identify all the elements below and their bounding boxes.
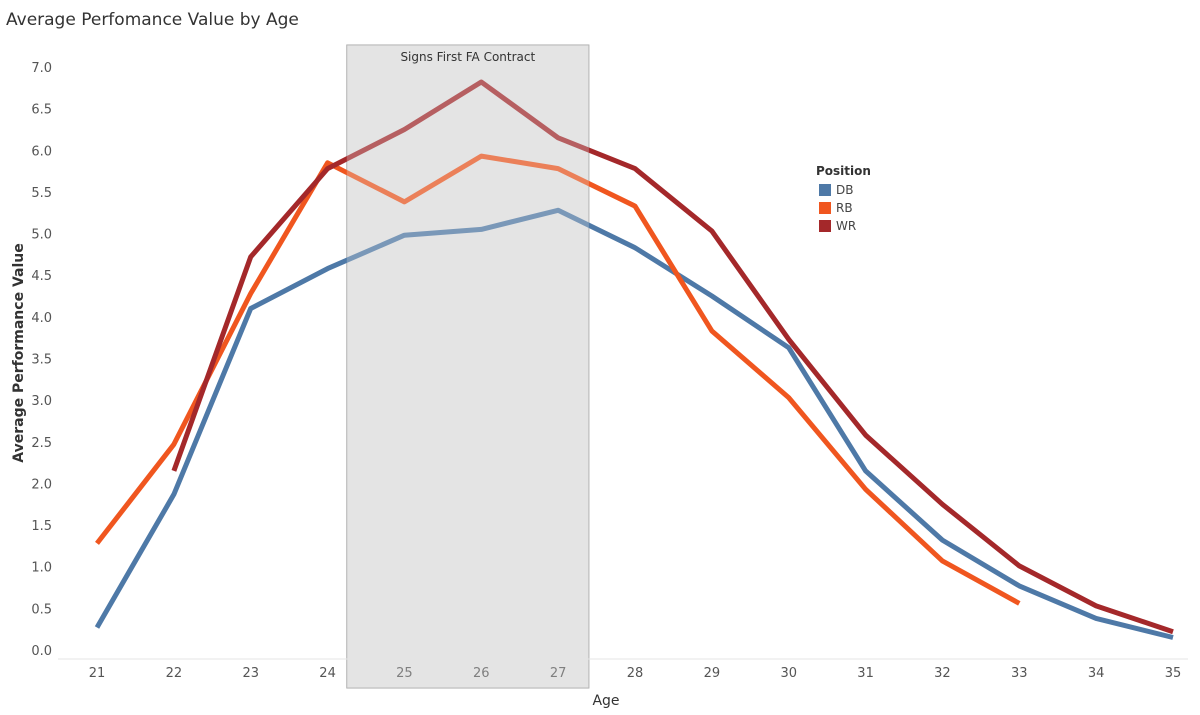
fa-contract-label: Signs First FA Contract	[400, 50, 535, 64]
legend-swatch-rb	[819, 202, 831, 214]
y-axis-title: Average Performance Value	[11, 243, 27, 462]
x-tick-label: 27	[550, 666, 567, 681]
y-tick-label: 6.0	[31, 144, 52, 159]
series-lines	[94, 45, 1174, 688]
legend-label-db: DB	[836, 183, 853, 197]
chart-title: Average Perfomance Value by Age	[6, 10, 299, 30]
y-tick-label: 1.0	[31, 561, 52, 576]
y-tick-label: 3.0	[31, 394, 52, 409]
fa-contract-band-overlay	[346, 45, 589, 688]
y-tick-label: 4.5	[31, 269, 52, 284]
x-tick-label: 25	[396, 666, 413, 681]
y-tick-label: 5.5	[31, 186, 52, 201]
y-tick-label: 4.0	[31, 311, 52, 326]
y-tick-label: 1.5	[31, 519, 52, 534]
x-tick-label: 35	[1165, 666, 1182, 681]
y-tick-label: 0.5	[31, 602, 52, 617]
y-tick-label: 6.5	[31, 103, 52, 118]
series-line-rb	[95, 153, 1021, 606]
x-tick-label: 29	[704, 666, 721, 681]
y-axis: 0.0 0.5 1.0 1.5 2.0 2.5 3.0 3.5 4.0 4.5 5.0 5.5 6.0 6…	[31, 61, 52, 659]
x-tick-label: 21	[89, 666, 106, 681]
x-axis-title: Age	[592, 693, 619, 709]
x-tick-label: 31	[857, 666, 874, 681]
x-tick-label: 34	[1088, 666, 1105, 681]
x-tick-label: 33	[1011, 666, 1028, 681]
fa-contract-band	[346, 44, 590, 689]
x-axis: 21 22 23 24 25 26 27 28 29 30 31 32 33 34 35	[58, 658, 1188, 681]
legend-label-rb: RB	[836, 201, 853, 215]
x-tick-label: 24	[319, 666, 336, 681]
y-tick-label: 2.0	[31, 477, 52, 492]
y-tick-label: 7.0	[31, 61, 52, 76]
legend: Position DB RB WR	[816, 164, 871, 233]
series-line-db	[94, 207, 1174, 640]
x-tick-label: 23	[242, 666, 259, 681]
x-tick-label: 30	[780, 666, 797, 681]
legend-label-wr: WR	[836, 219, 856, 233]
x-tick-label: 26	[473, 666, 490, 681]
y-tick-label: 5.0	[31, 228, 52, 243]
legend-swatch-db	[819, 184, 831, 196]
y-tick-label: 2.5	[31, 436, 52, 451]
x-tick-label: 28	[627, 666, 644, 681]
x-tick-label: 32	[934, 666, 951, 681]
y-tick-label: 0.0	[31, 644, 52, 659]
y-tick-label: 3.5	[31, 353, 52, 368]
x-tick-label: 22	[166, 666, 183, 681]
series-line-wr	[171, 79, 1174, 635]
legend-swatch-wr	[819, 220, 831, 232]
legend-title: Position	[816, 164, 871, 178]
